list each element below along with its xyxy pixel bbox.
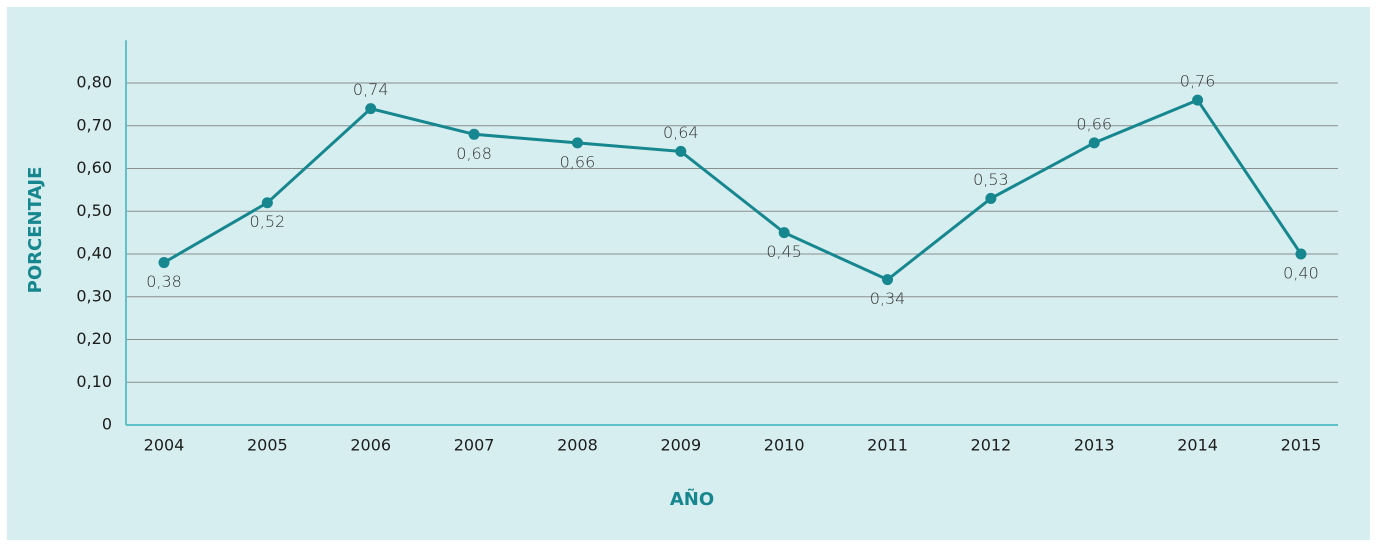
value-label: 0,40 <box>1283 264 1319 283</box>
point <box>1088 137 1100 149</box>
y-tick-label: 0,60 <box>76 158 112 177</box>
point <box>468 128 480 140</box>
point <box>158 257 170 269</box>
y-axis-title: PORCENTAJE <box>25 167 46 294</box>
x-tick-label: 2008 <box>557 436 598 455</box>
x-tick-label: 2013 <box>1074 436 1115 455</box>
value-label: 0,34 <box>870 289 906 308</box>
y-tick-label: 0,30 <box>76 286 112 305</box>
x-tick-label: 2011 <box>867 436 908 455</box>
x-tick-label: 2009 <box>660 436 701 455</box>
value-label: 0,68 <box>456 144 492 163</box>
x-tick-label: 2004 <box>144 436 185 455</box>
point <box>675 145 687 157</box>
background <box>7 7 1370 540</box>
value-label: 0,64 <box>663 123 699 142</box>
y-tick-label: 0 <box>102 415 112 434</box>
point <box>778 227 790 239</box>
y-tick-label: 0,20 <box>76 329 112 348</box>
y-tick-label: 0,50 <box>76 201 112 220</box>
point <box>1295 248 1307 260</box>
y-tick-label: 0,10 <box>76 372 112 391</box>
x-axis-title: AÑO <box>670 487 714 510</box>
y-tick-label: 0,80 <box>76 73 112 92</box>
point <box>571 137 583 149</box>
x-tick-label: 2007 <box>454 436 495 455</box>
x-tick-label: 2006 <box>350 436 391 455</box>
point <box>365 103 377 115</box>
y-tick-label: 0,70 <box>76 115 112 134</box>
point <box>985 192 997 204</box>
value-label: 0,76 <box>1180 72 1216 91</box>
point <box>261 197 273 209</box>
x-tick-label: 2010 <box>764 436 805 455</box>
point <box>1192 94 1204 106</box>
value-label: 0,52 <box>250 212 286 231</box>
x-tick-label: 2005 <box>247 436 288 455</box>
point <box>882 274 894 286</box>
x-tick-label: 2012 <box>971 436 1012 455</box>
value-label: 0,38 <box>146 272 182 291</box>
x-tick-label: 2015 <box>1281 436 1322 455</box>
value-label: 0,53 <box>973 170 1009 189</box>
x-tick-label: 2014 <box>1177 436 1218 455</box>
value-label: 0,45 <box>766 242 802 261</box>
y-tick-label: 0,40 <box>76 244 112 263</box>
value-label: 0,74 <box>353 80 389 99</box>
line <box>163 98 1303 282</box>
value-label: 0,66 <box>560 152 596 171</box>
value-label: 0,66 <box>1076 114 1112 133</box>
